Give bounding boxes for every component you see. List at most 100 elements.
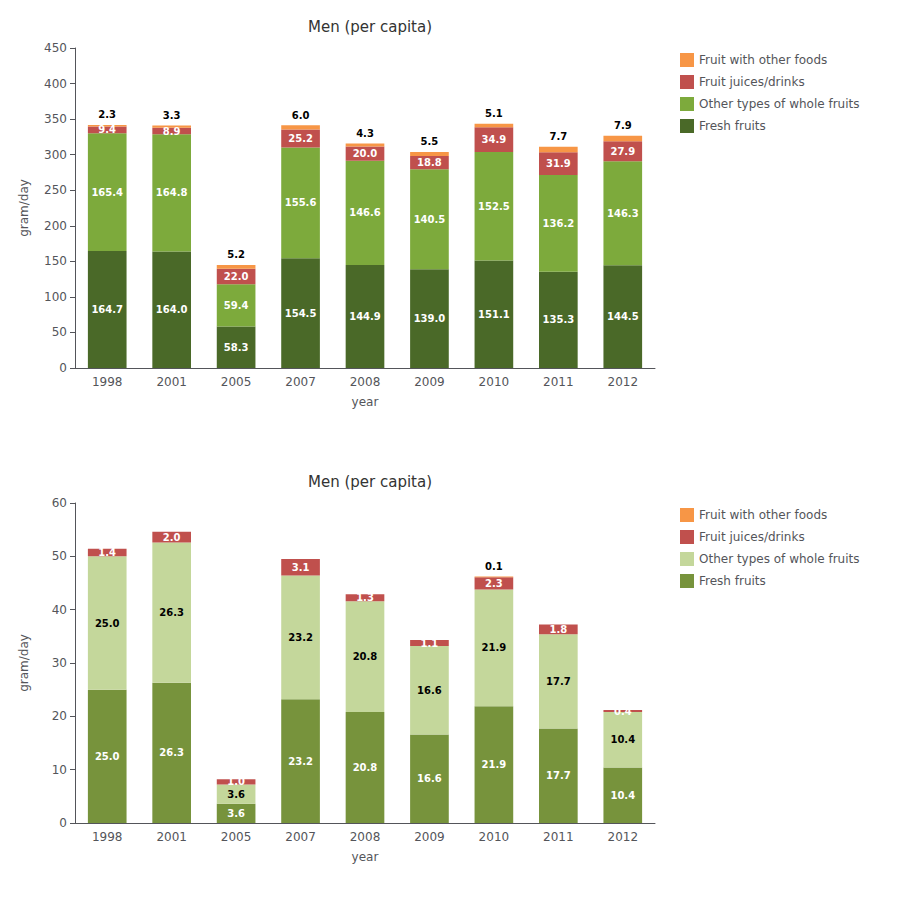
svg-text:4.3: 4.3: [356, 128, 374, 139]
svg-text:25.2: 25.2: [288, 133, 313, 144]
svg-text:400: 400: [44, 77, 67, 91]
svg-text:Fruit with other foods: Fruit with other foods: [699, 508, 827, 522]
svg-text:20: 20: [52, 709, 67, 723]
svg-text:2011: 2011: [543, 375, 574, 389]
svg-text:17.7: 17.7: [546, 770, 571, 781]
svg-text:5.2: 5.2: [227, 249, 245, 260]
svg-text:26.3: 26.3: [159, 747, 184, 758]
svg-text:2008: 2008: [350, 830, 381, 844]
svg-text:58.3: 58.3: [224, 342, 249, 353]
svg-text:200: 200: [44, 219, 67, 233]
svg-text:3.6: 3.6: [227, 789, 245, 800]
svg-text:1.8: 1.8: [549, 624, 567, 635]
svg-text:Other types of whole fruits: Other types of whole fruits: [699, 552, 860, 566]
svg-text:152.5: 152.5: [478, 201, 510, 212]
svg-text:5.5: 5.5: [421, 136, 439, 147]
svg-text:Men (per capita): Men (per capita): [308, 18, 432, 36]
svg-text:23.2: 23.2: [288, 756, 313, 767]
svg-text:Fruit juices/drinks: Fruit juices/drinks: [699, 530, 805, 544]
svg-text:25.0: 25.0: [95, 751, 120, 762]
svg-text:16.6: 16.6: [417, 685, 442, 696]
svg-text:10: 10: [52, 763, 67, 777]
svg-text:144.9: 144.9: [349, 311, 381, 322]
svg-text:155.6: 155.6: [285, 197, 317, 208]
svg-text:2009: 2009: [414, 375, 445, 389]
svg-text:2005: 2005: [221, 375, 252, 389]
svg-text:2007: 2007: [285, 375, 316, 389]
svg-text:3.1: 3.1: [292, 562, 310, 573]
svg-text:10.4: 10.4: [610, 734, 635, 745]
svg-text:2.3: 2.3: [98, 109, 116, 120]
svg-text:2010: 2010: [479, 375, 510, 389]
svg-text:23.2: 23.2: [288, 632, 313, 643]
svg-text:0.1: 0.1: [485, 561, 503, 572]
svg-text:250: 250: [44, 183, 67, 197]
svg-text:2007: 2007: [285, 830, 316, 844]
svg-text:2.3: 2.3: [485, 578, 503, 589]
svg-text:year: year: [352, 850, 379, 864]
svg-text:2008: 2008: [350, 375, 381, 389]
svg-text:7.7: 7.7: [549, 131, 567, 142]
svg-text:25.0: 25.0: [95, 618, 120, 629]
svg-text:26.3: 26.3: [159, 607, 184, 618]
svg-text:Men (per capita): Men (per capita): [308, 473, 432, 491]
svg-text:Fruit with other foods: Fruit with other foods: [699, 53, 827, 67]
svg-text:21.9: 21.9: [482, 759, 507, 770]
svg-text:2001: 2001: [156, 375, 187, 389]
svg-text:165.4: 165.4: [91, 187, 123, 198]
svg-text:2011: 2011: [543, 830, 574, 844]
svg-text:164.7: 164.7: [91, 304, 123, 315]
svg-text:146.6: 146.6: [349, 207, 381, 218]
svg-text:17.7: 17.7: [546, 676, 571, 687]
svg-text:20.8: 20.8: [353, 651, 378, 662]
svg-text:50: 50: [52, 549, 67, 563]
svg-text:300: 300: [44, 148, 67, 162]
svg-text:0.4: 0.4: [614, 706, 632, 717]
svg-text:gram/day: gram/day: [17, 179, 31, 237]
svg-text:7.9: 7.9: [614, 120, 632, 131]
svg-text:350: 350: [44, 112, 67, 126]
svg-text:1.3: 1.3: [356, 592, 374, 603]
svg-text:30: 30: [52, 656, 67, 670]
svg-text:34.9: 34.9: [482, 134, 507, 145]
svg-text:139.0: 139.0: [414, 313, 446, 324]
svg-text:31.9: 31.9: [546, 158, 571, 169]
svg-text:Other types of whole fruits: Other types of whole fruits: [699, 97, 860, 111]
svg-text:20.8: 20.8: [353, 762, 378, 773]
svg-text:100: 100: [44, 290, 67, 304]
svg-text:140.5: 140.5: [414, 214, 446, 225]
svg-text:gram/day: gram/day: [17, 634, 31, 692]
svg-text:150: 150: [44, 254, 67, 268]
svg-text:9.4: 9.4: [98, 124, 116, 135]
svg-text:2001: 2001: [156, 830, 187, 844]
svg-text:50: 50: [52, 325, 67, 339]
svg-text:146.3: 146.3: [607, 208, 639, 219]
svg-text:40: 40: [52, 603, 67, 617]
svg-text:151.1: 151.1: [478, 309, 510, 320]
svg-text:Fresh fruits: Fresh fruits: [699, 574, 766, 588]
svg-text:164.8: 164.8: [156, 187, 188, 198]
svg-text:1.1: 1.1: [421, 638, 439, 649]
svg-text:Fresh fruits: Fresh fruits: [699, 119, 766, 133]
svg-text:1998: 1998: [92, 375, 123, 389]
svg-text:136.2: 136.2: [543, 218, 575, 229]
svg-text:1998: 1998: [92, 830, 123, 844]
svg-text:2.0: 2.0: [163, 532, 181, 543]
svg-text:1.0: 1.0: [227, 776, 245, 787]
svg-text:2005: 2005: [221, 830, 252, 844]
svg-text:0: 0: [59, 816, 67, 830]
svg-text:6.0: 6.0: [292, 110, 310, 121]
svg-text:22.0: 22.0: [224, 271, 249, 282]
svg-text:21.9: 21.9: [482, 642, 507, 653]
svg-text:27.9: 27.9: [610, 146, 635, 157]
svg-text:1.4: 1.4: [98, 547, 116, 558]
svg-text:20.0: 20.0: [353, 148, 378, 159]
svg-text:18.8: 18.8: [417, 157, 442, 168]
svg-text:10.4: 10.4: [610, 790, 635, 801]
svg-text:3.3: 3.3: [163, 110, 181, 121]
svg-text:450: 450: [44, 41, 67, 55]
svg-text:16.6: 16.6: [417, 773, 442, 784]
svg-text:144.5: 144.5: [607, 311, 639, 322]
svg-text:164.0: 164.0: [156, 304, 188, 315]
svg-text:154.5: 154.5: [285, 308, 317, 319]
